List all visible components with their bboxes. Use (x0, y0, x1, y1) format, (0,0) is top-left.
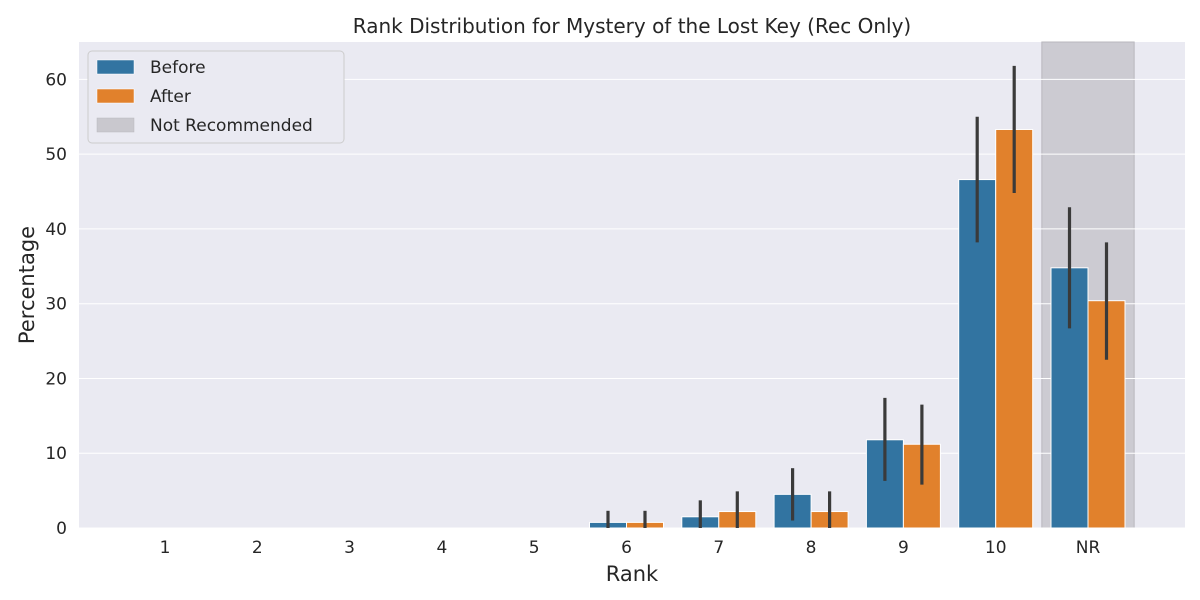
x-tick-label: 9 (898, 538, 909, 558)
legend-label-before: Before (150, 58, 206, 78)
x-tick-label: 3 (344, 538, 355, 558)
x-tick-label: 4 (436, 538, 447, 558)
x-tick-label: 2 (252, 538, 263, 558)
x-tick-label: NR (1076, 538, 1101, 558)
x-tick-label: 6 (621, 538, 632, 558)
y-tick-label: 0 (56, 519, 67, 539)
chart-title: Rank Distribution for Mystery of the Los… (353, 14, 911, 38)
y-tick-label: 40 (45, 220, 67, 240)
y-tick-label: 60 (45, 70, 67, 90)
legend: Before After Not Recommended (87, 50, 345, 144)
x-axis-label: Rank (606, 562, 659, 586)
y-tick-label: 30 (45, 295, 67, 315)
x-tick-label: 7 (713, 538, 724, 558)
bar-after-10 (995, 128, 1034, 529)
legend-label-not-recommended: Not Recommended (150, 116, 313, 136)
legend-swatch-not-recommended (96, 117, 135, 133)
x-tick-label: 5 (529, 538, 540, 558)
y-tick-label: 50 (45, 145, 67, 165)
legend-label-after: After (150, 87, 191, 107)
x-tick-label: 1 (160, 538, 171, 558)
y-tick-label: 20 (45, 369, 67, 389)
y-tick-label: 10 (45, 444, 67, 464)
x-tick-label: 8 (806, 538, 817, 558)
legend-frame (87, 50, 345, 144)
legend-swatch-after (96, 88, 135, 104)
y-axis-label: Percentage (15, 226, 39, 344)
x-tick-label: 10 (985, 538, 1007, 558)
legend-swatch-before (96, 59, 135, 75)
